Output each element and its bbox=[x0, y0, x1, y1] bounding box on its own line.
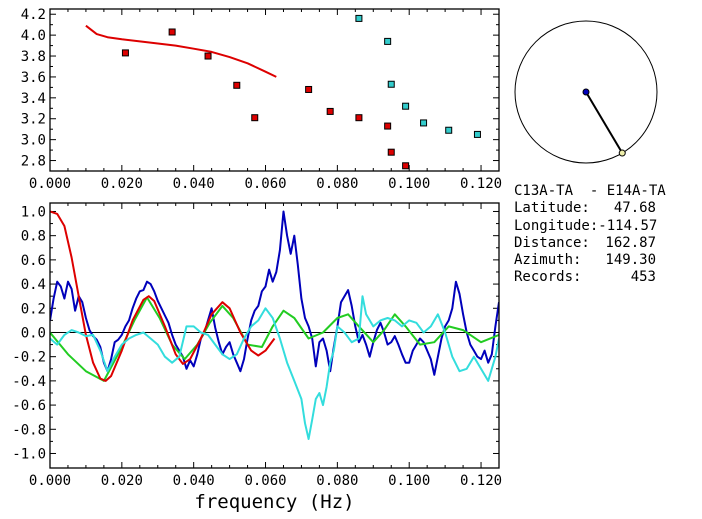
azimuth-needle bbox=[585, 91, 624, 154]
x-tick-label: 0.080 bbox=[316, 176, 358, 192]
data-point bbox=[445, 126, 453, 134]
data-point bbox=[204, 52, 212, 60]
series-group bbox=[85, 14, 481, 170]
y-tick-label: -0.4 bbox=[12, 374, 46, 390]
y-tick-label: 0.4 bbox=[21, 277, 46, 293]
azimuth-compass bbox=[514, 20, 658, 164]
x-axis-title: frequency (Hz) bbox=[194, 491, 354, 513]
data-point bbox=[326, 107, 334, 115]
x-tick-label: 0.060 bbox=[244, 473, 286, 489]
data-point bbox=[355, 14, 363, 22]
series-line-2 bbox=[50, 210, 276, 382]
x-tick-label: 0.120 bbox=[460, 473, 502, 489]
x-tick-label: 0.100 bbox=[388, 473, 430, 489]
x-tick-label: 0.040 bbox=[173, 176, 215, 192]
y-tick-label: -0.8 bbox=[12, 422, 46, 438]
station-info: C13A-TA - E14A-TA Latitude: 47.68 Longitu… bbox=[514, 183, 700, 287]
y-tick-label: -0.2 bbox=[12, 350, 46, 366]
distance-row: Distance: 162.87 bbox=[514, 234, 656, 251]
data-point bbox=[473, 130, 481, 138]
y-tick-label: -1.0 bbox=[12, 446, 46, 462]
data-point bbox=[384, 37, 392, 45]
latitude-row: Latitude: 47.68 bbox=[514, 200, 656, 217]
x-tick-label: 0.020 bbox=[101, 176, 143, 192]
y-tick-label: 2.8 bbox=[21, 154, 46, 170]
x-tick-label: 0.020 bbox=[101, 473, 143, 489]
longitude-row: Longitude: -114.57 bbox=[514, 217, 658, 234]
data-point bbox=[387, 80, 395, 88]
y-tick-label: 3.8 bbox=[21, 49, 46, 65]
data-point bbox=[305, 85, 313, 93]
y-tick-label: 3.6 bbox=[21, 70, 46, 86]
data-point bbox=[387, 148, 395, 156]
y-tick-label: 0.2 bbox=[21, 301, 46, 317]
y-tick-label: 4.2 bbox=[21, 7, 46, 23]
y-tick-label: 4.0 bbox=[21, 28, 46, 44]
plot-frame bbox=[49, 202, 500, 469]
data-point bbox=[420, 119, 428, 127]
station-marker bbox=[582, 88, 590, 96]
correlation-panel: 1.0 0.8 0.6 0.4 0.2 0.0 -0.2 -0.4 -0.6 -0.8 -1.0 0.… bbox=[12, 202, 502, 513]
x-tick-label: 0.100 bbox=[388, 176, 430, 192]
series-group bbox=[50, 210, 499, 440]
series-line-3 bbox=[50, 295, 499, 440]
x-tick-label: 0.040 bbox=[173, 473, 215, 489]
x-tick-label: 0.000 bbox=[29, 176, 71, 192]
azimuth-row: Azimuth: 149.30 bbox=[514, 252, 656, 269]
y-tick-label: 0.8 bbox=[21, 229, 46, 245]
x-tick-label: 0.060 bbox=[244, 176, 286, 192]
data-point bbox=[402, 102, 410, 110]
y-tick-label: 3.0 bbox=[21, 133, 46, 149]
data-point bbox=[355, 114, 363, 122]
series-line-1 bbox=[50, 296, 499, 382]
series-line-2 bbox=[85, 24, 277, 78]
data-point bbox=[233, 81, 241, 89]
x-tick-label: 0.120 bbox=[460, 176, 502, 192]
compass-circle bbox=[514, 20, 658, 164]
data-point bbox=[384, 122, 392, 130]
y-tick-label: 3.4 bbox=[21, 91, 46, 107]
records-row: Records: 453 bbox=[514, 269, 656, 286]
station-pair-title: C13A-TA - E14A-TA bbox=[514, 183, 666, 199]
dispersion-panel: 2.8 3.0 3.2 3.4 3.6 3.8 4.0 4.2 0.000 0.020 0.040 0… bbox=[21, 7, 502, 192]
y-tick-label: 0.6 bbox=[21, 253, 46, 269]
data-point bbox=[168, 28, 176, 36]
x-tick-label: 0.000 bbox=[29, 473, 71, 489]
data-point bbox=[251, 114, 259, 122]
data-point bbox=[402, 162, 410, 170]
x-tick-label: 0.080 bbox=[316, 473, 358, 489]
plot-frame bbox=[49, 8, 500, 172]
target-marker bbox=[618, 149, 626, 157]
y-tick-label: -0.6 bbox=[12, 398, 46, 414]
data-point bbox=[121, 49, 129, 57]
y-tick-label: 1.0 bbox=[21, 204, 46, 220]
y-tick-label: 3.2 bbox=[21, 112, 46, 128]
y-tick-label: 0.0 bbox=[21, 325, 46, 341]
